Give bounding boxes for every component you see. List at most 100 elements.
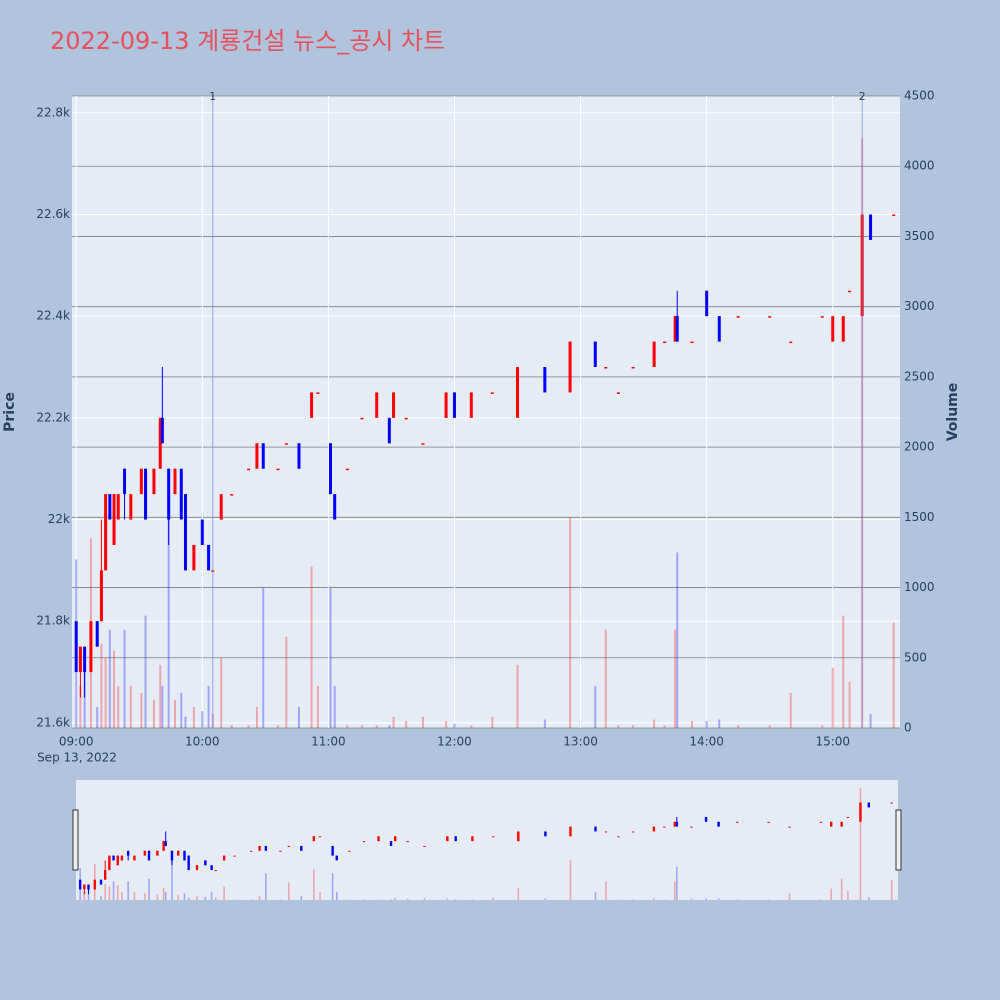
candle-body	[568, 341, 572, 393]
mini-volume-bar	[335, 892, 338, 900]
mini-volume-bar	[187, 897, 190, 900]
mini-candle-body	[767, 821, 770, 823]
candle-body	[219, 494, 223, 520]
range-handle[interactable]	[72, 809, 79, 871]
mini-candle-body	[318, 836, 322, 838]
volume-bar	[316, 685, 319, 728]
mini-candle-body	[87, 884, 90, 890]
volume-bar	[83, 671, 86, 728]
candle-body	[404, 417, 408, 420]
mini-volume-bar	[258, 896, 261, 900]
volume-bar	[297, 706, 300, 728]
mini-volume-bar	[104, 884, 107, 900]
volume-bar	[100, 643, 103, 728]
mini-volume-bar	[454, 899, 457, 900]
volume-bar	[737, 725, 740, 728]
mini-candle-body	[830, 821, 833, 827]
mini-volume-bar	[108, 886, 111, 900]
volume-bar	[117, 685, 120, 728]
y2-tick-label: 4000	[904, 159, 935, 173]
volume-bar	[676, 552, 679, 728]
volume-bar	[255, 706, 258, 728]
candle-body	[95, 621, 99, 647]
annotation-text: 2	[859, 90, 866, 103]
mini-candle-body	[170, 850, 174, 861]
mini-volume-bar	[162, 888, 165, 900]
volume-bar	[285, 636, 288, 728]
candle-body	[112, 494, 116, 545]
mini-candle-body	[250, 850, 253, 852]
volume-bar	[140, 692, 143, 728]
mini-candle-body	[389, 841, 393, 846]
mini-candle-body	[258, 845, 261, 851]
mini-volume-bar	[300, 896, 303, 900]
mini-volume-bar	[820, 899, 822, 900]
candle-body	[705, 290, 709, 317]
volume-bar	[167, 517, 170, 728]
candle-body	[310, 392, 314, 418]
mini-candle-body	[177, 850, 180, 856]
volume-bar	[262, 587, 265, 728]
volume-bar	[159, 664, 162, 728]
range-handle[interactable]	[895, 809, 902, 871]
mini-candle-body	[143, 850, 147, 856]
mini-candle-body	[631, 831, 635, 833]
candle-body	[255, 443, 259, 469]
candle-body	[360, 417, 364, 420]
mini-volume-bar	[867, 897, 870, 900]
mini-candle-body	[204, 860, 207, 866]
volume-bar	[543, 719, 546, 728]
mini-candle-body	[423, 845, 426, 847]
volume-bar	[842, 615, 845, 728]
mini-volume-bar	[394, 897, 397, 900]
mini-volume-bar	[183, 893, 186, 900]
mini-volume-bar	[177, 894, 180, 900]
mini-volume-bar	[830, 888, 833, 900]
candle-body	[276, 468, 280, 471]
mini-candle-body	[819, 821, 823, 823]
volume-bar	[108, 629, 111, 728]
volume-bar	[718, 719, 721, 728]
candle-body	[108, 494, 112, 520]
volume-bar	[96, 706, 99, 728]
mini-volume-bar	[653, 898, 655, 900]
volume-bar	[632, 725, 635, 728]
mini-candle-body	[717, 821, 720, 827]
candle-body	[516, 367, 520, 418]
mini-candle-body	[287, 845, 291, 847]
mini-candle-body	[233, 855, 236, 857]
volume-bar	[180, 692, 183, 728]
candle-body	[123, 468, 127, 495]
candle-body	[652, 341, 656, 368]
candle-body	[831, 316, 835, 342]
range-slider[interactable]	[76, 780, 898, 900]
mini-volume-bar	[492, 897, 495, 900]
mini-volume-bar	[223, 886, 225, 900]
mini-volume-bar	[890, 880, 893, 900]
mini-candle-body	[112, 855, 115, 861]
mini-volume-bar	[471, 899, 474, 900]
candle-body	[78, 646, 82, 673]
mini-candle-body	[279, 850, 282, 852]
volume-bar	[789, 692, 792, 728]
volume-bar	[604, 629, 607, 728]
mini-candle-body	[120, 855, 124, 861]
mini-volume-bar	[288, 882, 290, 900]
mini-volume-bar	[788, 893, 791, 900]
mini-candle-body	[859, 802, 862, 822]
candle-body	[230, 494, 234, 496]
candle-body	[768, 316, 772, 318]
mini-volume-bar	[663, 899, 666, 900]
candle-body	[663, 341, 667, 344]
mini-candle-body	[675, 821, 679, 827]
mini-volume-bar	[265, 873, 267, 900]
candle-body	[158, 417, 162, 469]
mini-candle-body	[673, 821, 676, 827]
mini-candle-body	[840, 821, 843, 827]
mini-volume-bar	[133, 892, 136, 900]
mini-volume-bar	[446, 898, 449, 900]
candle-body	[387, 417, 391, 444]
mini-candle-body	[210, 865, 213, 871]
candle-body	[444, 392, 448, 418]
mini-volume-bar	[100, 896, 102, 900]
